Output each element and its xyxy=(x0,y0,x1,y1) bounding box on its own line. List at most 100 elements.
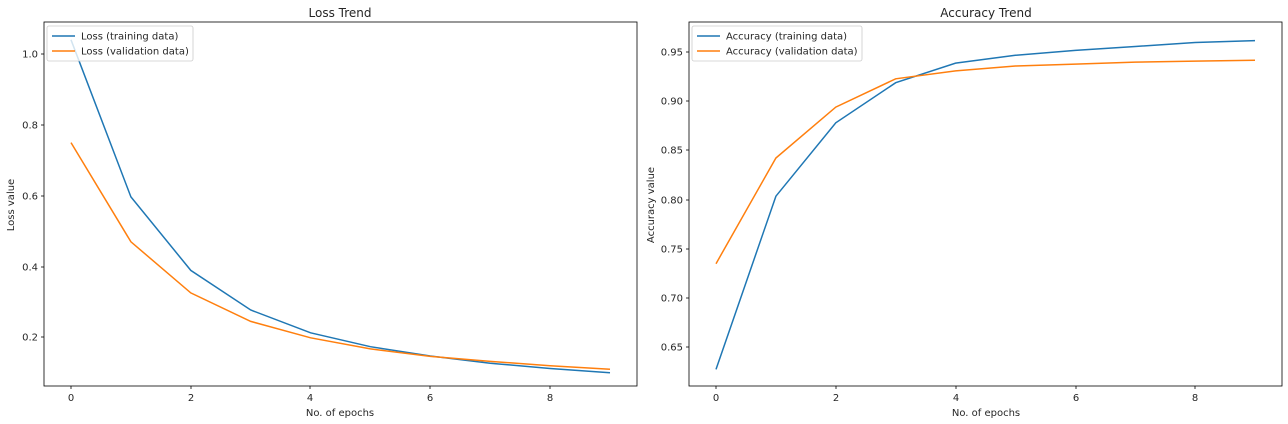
loss-y-tick: 0.2 xyxy=(22,333,44,344)
loss-x-tick-label: 8 xyxy=(547,393,553,404)
loss-chart-title: Loss Trend xyxy=(309,6,372,20)
accuracy-validation-point xyxy=(1254,59,1257,62)
loss-training-point xyxy=(609,371,612,374)
accuracy-training-point xyxy=(1254,39,1257,42)
loss-y-tick: 1.0 xyxy=(22,50,44,61)
accuracy-validation-point xyxy=(894,77,897,80)
loss-training-point xyxy=(129,195,132,198)
accuracy-x-tick: 2 xyxy=(833,386,839,404)
accuracy-legend: Accuracy (training data) Accuracy (valid… xyxy=(691,25,863,62)
accuracy-training-point xyxy=(1074,49,1077,52)
loss-legend-label-training: Loss (training data) xyxy=(81,32,178,43)
accuracy-legend-box xyxy=(691,25,863,62)
accuracy-validation-point xyxy=(954,69,957,72)
loss-legend-box xyxy=(46,25,194,62)
loss-chart: Loss Trend No. of epochs Loss value 0 2 … xyxy=(6,6,638,419)
accuracy-validation-point xyxy=(834,106,837,109)
loss-x-tick: 8 xyxy=(547,386,553,404)
loss-x-tick-label: 6 xyxy=(427,393,433,404)
accuracy-training-point xyxy=(715,368,718,371)
accuracy-x-tick: 8 xyxy=(1192,386,1198,404)
loss-y-axis-label: Loss value xyxy=(6,179,17,231)
accuracy-training-point xyxy=(1014,54,1017,57)
loss-validation-point xyxy=(129,240,132,243)
accuracy-x-tick: 6 xyxy=(1073,386,1079,404)
accuracy-training-point xyxy=(894,81,897,84)
accuracy-x-tick: 4 xyxy=(953,386,959,404)
accuracy-x-tick-label: 2 xyxy=(833,393,839,404)
loss-y-ticks: 0.2 0.4 0.6 0.8 1.0 xyxy=(22,50,44,344)
accuracy-validation-point xyxy=(1014,65,1017,68)
accuracy-validation-point xyxy=(1134,61,1137,64)
accuracy-y-tick-label: 0.65 xyxy=(661,343,683,354)
accuracy-legend-label-validation: Accuracy (validation data) xyxy=(726,47,858,58)
accuracy-y-tick-label: 0.85 xyxy=(661,146,683,157)
accuracy-y-tick: 0.95 xyxy=(661,48,689,59)
accuracy-y-tick: 0.75 xyxy=(661,245,689,256)
loss-legend-label-validation: Loss (validation data) xyxy=(81,47,189,58)
loss-y-tick: 0.6 xyxy=(22,192,44,203)
accuracy-y-tick: 0.85 xyxy=(661,146,689,157)
loss-x-axis-label: No. of epochs xyxy=(306,408,374,419)
accuracy-y-tick: 0.80 xyxy=(661,196,689,207)
loss-y-tick-label: 0.6 xyxy=(22,192,38,203)
loss-validation-point xyxy=(70,141,73,144)
accuracy-lines xyxy=(715,39,1257,371)
accuracy-training-point xyxy=(834,121,837,124)
loss-validation-point xyxy=(189,291,192,294)
loss-y-tick-label: 0.2 xyxy=(22,333,38,344)
accuracy-plot-area xyxy=(688,21,1283,387)
loss-validation-line xyxy=(70,142,611,370)
accuracy-y-tick-label: 0.90 xyxy=(661,97,683,108)
accuracy-y-tick-label: 0.70 xyxy=(661,294,683,305)
accuracy-training-point xyxy=(1194,41,1197,44)
loss-x-tick: 2 xyxy=(188,386,194,404)
accuracy-y-ticks: 0.65 0.70 0.75 0.80 0.85 0.90 xyxy=(661,48,689,354)
accuracy-y-tick-label: 0.80 xyxy=(661,196,683,207)
accuracy-chart-title: Accuracy Trend xyxy=(940,6,1031,20)
loss-training-point xyxy=(249,309,252,312)
accuracy-y-tick-label: 0.95 xyxy=(661,48,683,59)
accuracy-validation-point xyxy=(774,157,777,160)
loss-legend: Loss (training data) Loss (validation da… xyxy=(46,25,194,62)
accuracy-y-axis-label: Accuracy value xyxy=(646,167,657,243)
accuracy-validation-point xyxy=(715,262,718,265)
loss-validation-point xyxy=(369,347,372,350)
loss-y-tick-label: 0.8 xyxy=(22,121,38,132)
loss-lines xyxy=(70,39,612,374)
accuracy-x-tick-label: 0 xyxy=(713,393,719,404)
loss-x-tick-label: 4 xyxy=(307,393,313,404)
accuracy-y-tick-label: 0.75 xyxy=(661,245,683,256)
accuracy-validation-point xyxy=(1194,60,1197,63)
accuracy-x-tick-label: 4 xyxy=(953,393,959,404)
loss-validation-point xyxy=(249,320,252,323)
loss-y-tick-label: 1.0 xyxy=(22,50,38,61)
accuracy-validation-line xyxy=(715,59,1256,265)
loss-training-point xyxy=(309,331,312,334)
accuracy-x-tick-label: 8 xyxy=(1192,393,1198,404)
accuracy-y-tick: 0.90 xyxy=(661,97,689,108)
loss-y-tick-label: 0.4 xyxy=(22,263,38,274)
loss-training-line xyxy=(70,39,611,374)
accuracy-x-axis-label: No. of epochs xyxy=(952,408,1020,419)
accuracy-training-point xyxy=(774,195,777,198)
loss-plot-area xyxy=(43,21,638,387)
loss-y-tick: 0.8 xyxy=(22,121,44,132)
loss-validation-point xyxy=(489,360,492,363)
loss-x-tick-label: 0 xyxy=(68,393,74,404)
loss-validation-point xyxy=(609,368,612,371)
accuracy-training-line xyxy=(715,39,1256,370)
accuracy-legend-label-training: Accuracy (training data) xyxy=(726,32,847,43)
loss-training-point xyxy=(549,367,552,370)
accuracy-training-point xyxy=(1134,45,1137,48)
accuracy-chart: Accuracy Trend No. of epochs Accuracy va… xyxy=(646,6,1283,419)
loss-validation-point xyxy=(429,355,432,358)
loss-validation-point xyxy=(549,364,552,367)
loss-x-tick-label: 2 xyxy=(188,393,194,404)
loss-validation-point xyxy=(309,336,312,339)
accuracy-validation-point xyxy=(1074,63,1077,66)
loss-x-tick: 6 xyxy=(427,386,433,404)
loss-x-tick: 0 xyxy=(68,386,74,404)
accuracy-x-ticks: 0 2 4 6 8 xyxy=(713,386,1198,404)
